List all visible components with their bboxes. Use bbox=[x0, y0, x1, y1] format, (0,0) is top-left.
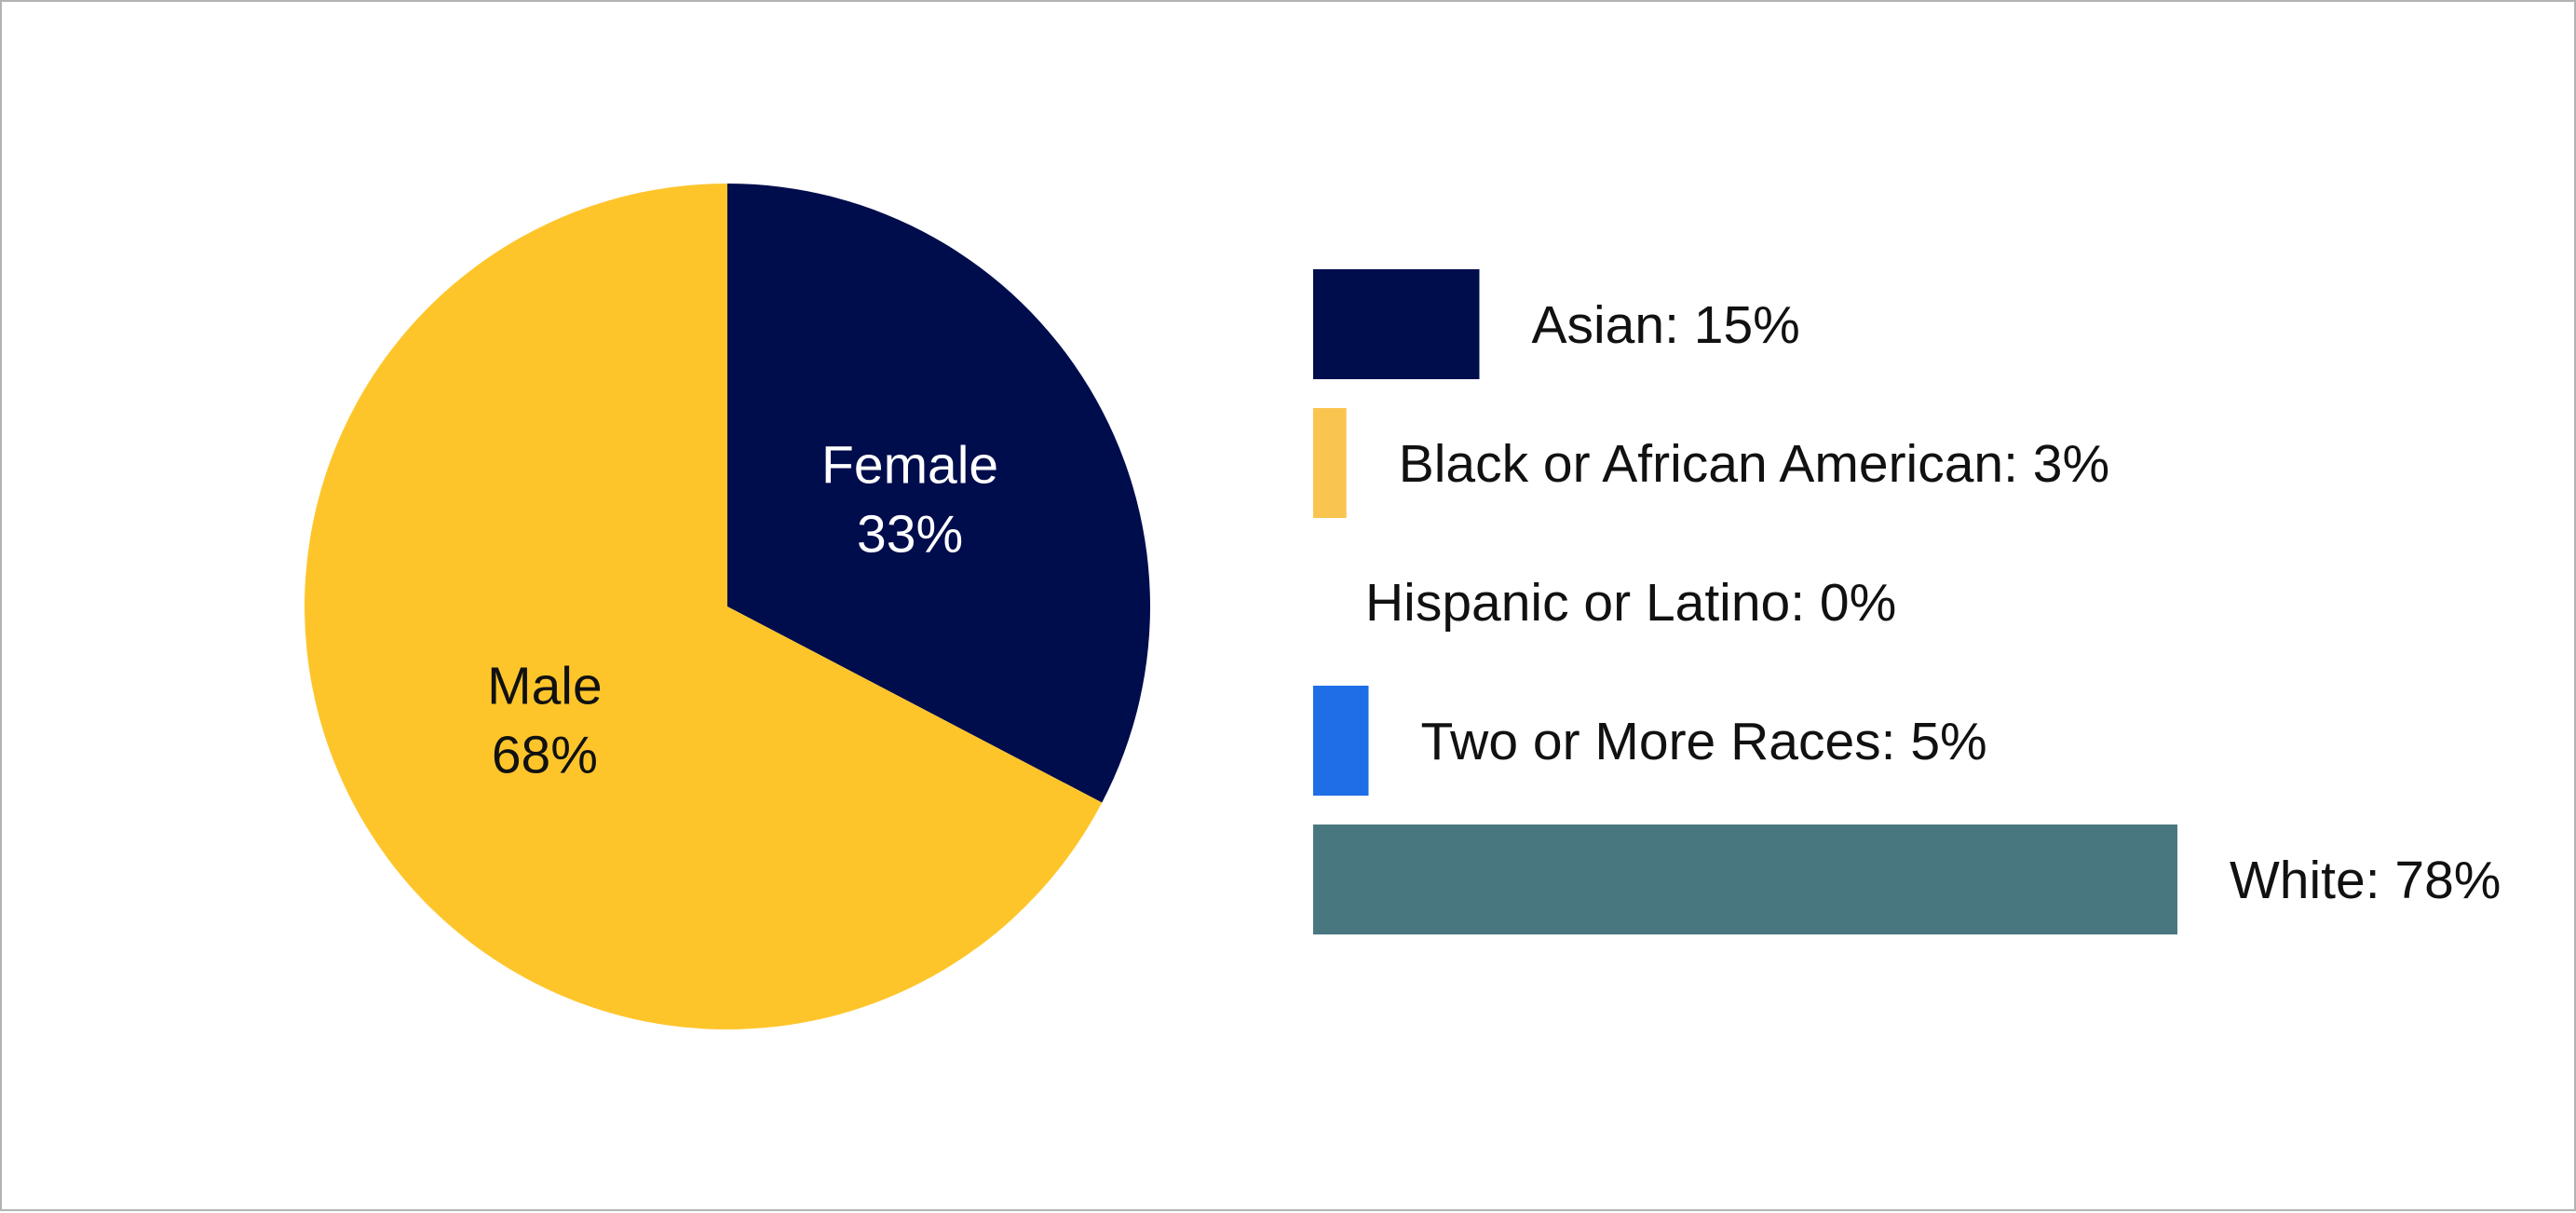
bar-white bbox=[1313, 825, 2177, 934]
pie-slice-label-male: Male bbox=[487, 657, 603, 716]
pie-slice-value-male: 68% bbox=[492, 726, 598, 785]
bar-label-asian: Asian: 15% bbox=[1532, 295, 1800, 355]
bar-asian bbox=[1313, 269, 1480, 379]
pie-slice-label-female: Female bbox=[821, 435, 998, 495]
bar-label-two-or-more-races: Two or More Races: 5% bbox=[1421, 712, 1987, 771]
pie-slice-value-female: 33% bbox=[857, 504, 963, 564]
race-bar-chart: Asian: 15% Black or African American: 3% H… bbox=[1313, 269, 2501, 934]
gender-pie-chart: Female 33% Male 68% bbox=[304, 184, 1150, 1029]
pie-slice-male bbox=[304, 184, 1103, 1029]
bar-label-white: White: 78% bbox=[2230, 851, 2501, 910]
bar-black-or-african-american bbox=[1313, 408, 1347, 518]
pie-slice-female bbox=[727, 184, 1150, 803]
bar-two-or-more-races bbox=[1313, 686, 1369, 796]
bar-label-black-or-african-american: Black or African American: 3% bbox=[1399, 434, 2110, 494]
bar-label-hispanic-or-latino: Hispanic or Latino: 0% bbox=[1365, 573, 1896, 633]
